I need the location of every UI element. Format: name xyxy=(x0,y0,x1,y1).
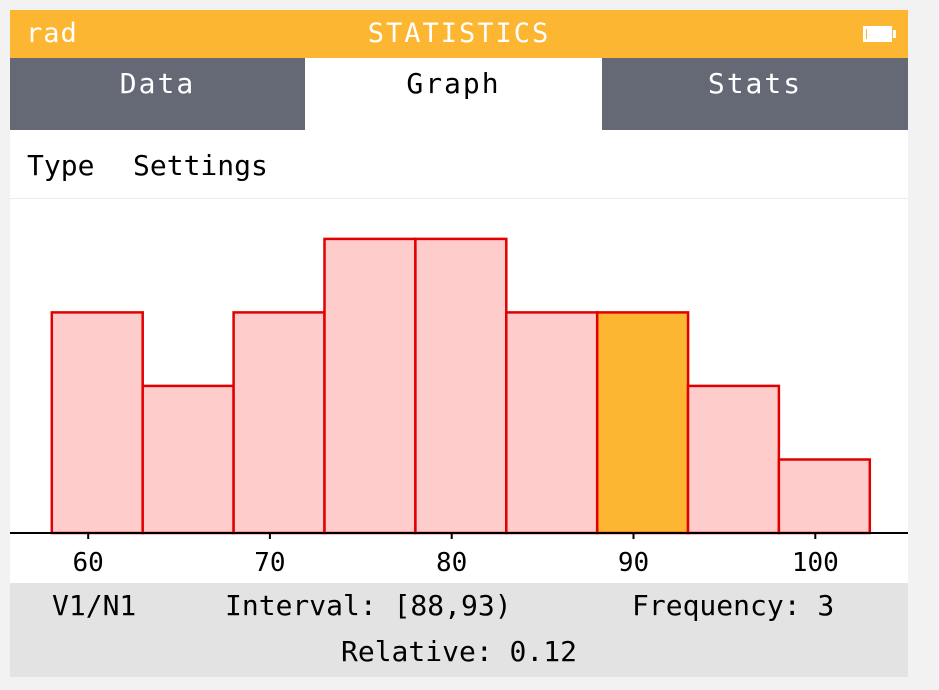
histogram-bar-selected[interactable] xyxy=(595,311,690,535)
tab-bar: Data Graph Stats xyxy=(10,58,908,130)
x-tick-label: 80 xyxy=(436,548,467,578)
series-label: V1/N1 xyxy=(52,589,137,622)
angle-mode-indicator: rad xyxy=(26,18,78,49)
tab-stats[interactable]: Stats xyxy=(707,67,803,100)
app-title: STATISTICS xyxy=(367,18,551,49)
tab-graph[interactable]: Graph xyxy=(305,58,602,130)
settings-button[interactable]: Settings xyxy=(133,149,268,182)
histogram-bar[interactable] xyxy=(414,237,508,535)
interval-readout: Interval: [88,93) xyxy=(225,589,512,622)
x-tick-label: 100 xyxy=(792,548,839,578)
relative-frequency-readout: Relative: 0.12 xyxy=(340,635,577,668)
histogram-bar[interactable] xyxy=(777,458,872,535)
x-tick-label: 60 xyxy=(73,548,104,578)
battery-full-icon xyxy=(863,26,896,42)
graph-toolbar: Type Settings xyxy=(10,130,908,199)
bin-info-panel: V1/N1 Interval: [88,93) Frequency: 3 Rel… xyxy=(10,583,908,677)
calculator-screen: rad STATISTICS Data Graph Stats Type Set… xyxy=(10,10,908,677)
x-tick-label: 90 xyxy=(618,548,649,578)
histogram-area[interactable]: 60 70 80 90 100 xyxy=(10,199,908,583)
frequency-readout: Frequency: 3 xyxy=(632,589,835,622)
tab-data[interactable]: Data xyxy=(119,67,196,100)
histogram-bar[interactable] xyxy=(50,311,144,535)
histogram-bar[interactable] xyxy=(232,311,326,535)
histogram-bar[interactable] xyxy=(141,384,235,535)
histogram-chart[interactable]: 60 70 80 90 100 xyxy=(10,199,908,583)
x-tick-label: 70 xyxy=(254,548,285,578)
histogram-bar[interactable] xyxy=(323,237,417,535)
histogram-bar[interactable] xyxy=(686,384,781,535)
histogram-bar[interactable] xyxy=(505,311,599,535)
type-button[interactable]: Type xyxy=(27,149,95,182)
status-bar: rad STATISTICS xyxy=(10,10,908,58)
